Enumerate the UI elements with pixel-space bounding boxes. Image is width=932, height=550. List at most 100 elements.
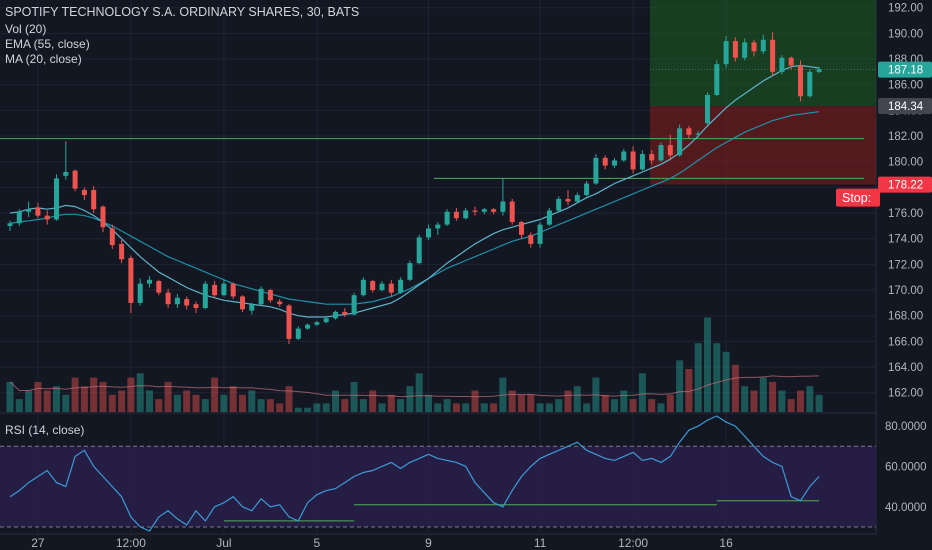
- candle-body: [314, 322, 320, 325]
- candle-body: [621, 151, 627, 161]
- volume-bar: [173, 394, 181, 412]
- candle-body: [128, 257, 134, 303]
- candle-body: [649, 154, 655, 161]
- volume-bar: [462, 403, 470, 412]
- candle-body: [230, 283, 236, 297]
- stop-label-bg: [836, 188, 880, 207]
- candle-body: [16, 211, 22, 224]
- price-tick-label: 164.00: [888, 362, 923, 374]
- candle-body: [351, 295, 357, 315]
- price-tick-label: 166.00: [888, 336, 923, 348]
- candlesticks: [7, 32, 822, 344]
- volume-bars: [6, 317, 823, 412]
- volume-bar: [257, 399, 265, 412]
- rsi-line: [9, 415, 820, 532]
- candle-body: [788, 57, 794, 66]
- candle-body: [240, 296, 245, 310]
- candle-body: [286, 305, 292, 339]
- candle-body: [528, 234, 534, 244]
- volume-bar: [434, 403, 442, 412]
- time-tick-label: Jul: [216, 536, 231, 550]
- volume-bar: [80, 386, 88, 412]
- volume-bar: [6, 381, 14, 412]
- volume-bar: [601, 394, 609, 412]
- candle-body: [267, 290, 273, 301]
- time-tick-label: 12:00: [116, 536, 146, 550]
- volume-bar: [480, 403, 488, 412]
- candle-body: [751, 42, 757, 52]
- volume-bar: [378, 403, 386, 412]
- candle-body: [519, 222, 524, 235]
- volume-bar: [183, 390, 191, 412]
- price-tick-label: 192.00: [888, 3, 923, 15]
- time-tick-label: 27: [31, 536, 45, 550]
- volume-bar: [211, 377, 219, 412]
- candle-body: [426, 228, 431, 238]
- volume-bar: [713, 343, 721, 412]
- candle-body: [212, 284, 218, 296]
- volume-bar: [304, 407, 312, 412]
- candle-body: [798, 65, 803, 97]
- ma-legend: MA (20, close): [5, 52, 82, 66]
- price-tick-label: 170.00: [888, 285, 923, 297]
- volume-bar: [741, 386, 749, 412]
- time-tick-label: 9: [425, 536, 432, 550]
- volume-bar: [406, 386, 414, 412]
- candle-body: [342, 311, 348, 315]
- volume-bar: [229, 386, 237, 412]
- candle-body: [388, 283, 394, 293]
- candle-body: [667, 145, 673, 156]
- volume-bar: [815, 394, 823, 412]
- rsi-tick-label: 60.0000: [885, 461, 927, 473]
- volume-bar: [359, 399, 367, 412]
- price-tick-label: 180.00: [888, 157, 923, 169]
- volume-legend: Vol (20): [5, 22, 47, 36]
- volume-bar: [787, 399, 795, 412]
- current-price-tag: 187.18: [888, 65, 923, 77]
- candle-body: [119, 243, 125, 260]
- candle-body: [593, 157, 599, 184]
- candle-body: [695, 133, 701, 135]
- volume-bar: [611, 399, 618, 412]
- candle-body: [556, 198, 562, 211]
- volume-bar: [583, 403, 591, 412]
- candle-body: [639, 154, 645, 170]
- rsi-tick-label: 40.0000: [885, 502, 927, 514]
- volume-bar: [750, 390, 758, 412]
- volume-bar: [452, 403, 460, 412]
- candle-body: [453, 211, 459, 219]
- candle-body: [416, 237, 422, 264]
- volume-bar: [248, 390, 256, 412]
- candle-body: [500, 201, 506, 212]
- candle-body: [509, 201, 515, 223]
- volume-bar: [704, 317, 711, 412]
- ema-55-line: [9, 111, 820, 305]
- volume-bar: [313, 403, 321, 412]
- candle-body: [81, 189, 87, 196]
- moving-averages: [9, 64, 820, 318]
- volume-bar: [239, 394, 246, 412]
- volume-bar: [164, 381, 172, 412]
- volume-bar: [192, 394, 200, 412]
- candle-body: [72, 170, 78, 189]
- candle-body: [472, 210, 478, 212]
- candle-body: [174, 297, 180, 305]
- volume-bar: [676, 360, 684, 412]
- volume-bar: [518, 394, 525, 412]
- candle-body: [54, 178, 59, 220]
- volume-bar: [387, 394, 395, 412]
- volume-bar: [694, 343, 702, 412]
- volume-bar: [573, 386, 581, 412]
- volume-bar: [155, 399, 163, 412]
- price-tick-label: 162.00: [888, 388, 923, 400]
- rsi-legend: RSI (14, close): [5, 423, 85, 437]
- volume-bar: [201, 399, 209, 412]
- volume-bar: [657, 403, 665, 412]
- volume-bar: [555, 399, 563, 412]
- volume-bar: [369, 390, 377, 412]
- volume-bar: [294, 407, 302, 412]
- candle-body: [481, 209, 487, 212]
- stop-price-tag-bg: [878, 176, 932, 193]
- candle-body: [295, 328, 301, 339]
